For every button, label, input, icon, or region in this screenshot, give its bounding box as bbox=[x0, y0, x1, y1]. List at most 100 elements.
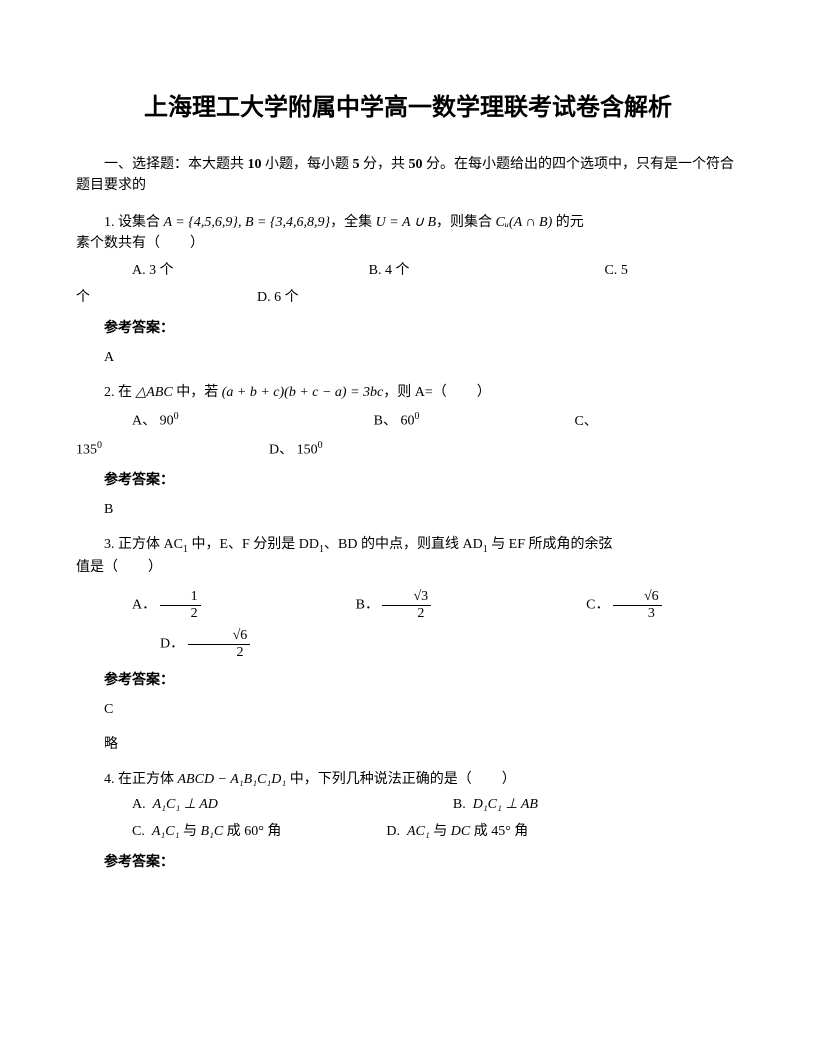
q1-optC-val: 5 bbox=[621, 263, 628, 278]
q3-optC: C． √63 bbox=[558, 590, 662, 621]
q1-optC-unit: 个 bbox=[76, 290, 90, 305]
q1-cu: Cᵤ(A ∩ B) bbox=[496, 215, 553, 230]
q1-t6: ） bbox=[190, 236, 204, 251]
q1-optC-label: C. bbox=[604, 263, 617, 278]
q1-optA-unit: 个 bbox=[156, 263, 174, 278]
question-3: 3. 正方体 AC1 中，E、F 分别是 DD1、BD 的中点，则直线 AD1 … bbox=[76, 534, 740, 755]
section-header: 一、选择题：本大题共 10 小题，每小题 5 分，共 50 分。在每小题给出的四… bbox=[76, 154, 740, 196]
q3-t3: 、BD 的中点，则直线 AD bbox=[324, 537, 483, 552]
sec-total: 50 bbox=[409, 157, 423, 172]
q2-answer-label: 参考答案： bbox=[76, 470, 740, 491]
q1-num: 1. bbox=[104, 215, 115, 230]
question-4: 4. 在正方体 ABCD − A₁B₁C₁D₁ 中，下列几种说法正确的是（） A… bbox=[76, 769, 740, 873]
q2-optB-label: B、 bbox=[374, 414, 397, 429]
q2-num: 2. bbox=[104, 385, 115, 400]
q1-u: U = A ∪ B bbox=[376, 215, 436, 230]
q3-t1: 正方体 AC bbox=[115, 537, 183, 552]
q2-answer: B bbox=[76, 499, 740, 520]
sec-prefix: 一、选择题：本大题共 bbox=[104, 157, 248, 172]
q4-optD-e1: AC₁ bbox=[407, 824, 430, 839]
q4-optC-label: C. bbox=[132, 824, 145, 839]
q2-optB-val: 60 bbox=[400, 414, 414, 429]
q4-optA-exp: A₁C₁ ⊥ AD bbox=[153, 797, 218, 812]
q2-t2: 中，若 bbox=[173, 385, 222, 400]
q4-optC-e6: 角 bbox=[264, 824, 282, 839]
q1-t3: ，则集合 bbox=[436, 215, 496, 230]
sec-mid2: 分，共 bbox=[360, 157, 409, 172]
q4-optD-e6: 角 bbox=[511, 824, 529, 839]
q3-t5: 值是（ bbox=[76, 560, 118, 575]
q4-optC-e3: B₁C bbox=[200, 824, 223, 839]
q1-sets: A = {4,5,6,9}, B = {3,4,6,8,9} bbox=[164, 215, 331, 230]
q2-tri: △ABC bbox=[136, 385, 173, 400]
q1-answer-label: 参考答案： bbox=[76, 318, 740, 339]
q1-optD-label: D. bbox=[257, 290, 271, 305]
q1-t1: 设集合 bbox=[115, 215, 164, 230]
q3-optB-den: 2 bbox=[382, 606, 431, 621]
q3-optB: B． √32 bbox=[328, 590, 432, 621]
q1-optB-unit: 个 bbox=[392, 263, 410, 278]
q3-optA: A． 12 bbox=[104, 590, 201, 621]
q1-t2: ，全集 bbox=[330, 215, 376, 230]
q2-eq: (a + b + c)(b + c − a) = 3bc bbox=[222, 385, 384, 400]
q4-optD-label: D. bbox=[386, 824, 400, 839]
q1-t4: 的元 bbox=[552, 215, 584, 230]
q4-optD-e3: DC bbox=[451, 824, 470, 839]
q1-optA-label: A. bbox=[132, 263, 146, 278]
q2-optB: B、 600 bbox=[346, 409, 420, 432]
q3-optD: D． √62 bbox=[118, 629, 250, 660]
q2-optC-val: 135 bbox=[76, 442, 97, 457]
q2-optD-val: 150 bbox=[297, 442, 318, 457]
q2-optD-label: D、 bbox=[269, 442, 293, 457]
q3-optC-label: C． bbox=[586, 598, 609, 613]
q3-optD-den: 2 bbox=[188, 645, 251, 660]
q4-optD-e4: 成 bbox=[470, 824, 491, 839]
q2-optC: C、 bbox=[546, 411, 597, 432]
q3-optB-label: B． bbox=[356, 598, 379, 613]
exam-title: 上海理工大学附属中学高一数学理联考试卷含解析 bbox=[76, 90, 740, 126]
q3-optA-den: 2 bbox=[160, 606, 201, 621]
question-1: 1. 设集合 A = {4,5,6,9}, B = {3,4,6,8,9}，全集… bbox=[76, 212, 740, 368]
q4-t3: ） bbox=[502, 772, 516, 787]
q2-optA: A、 900 bbox=[104, 409, 179, 432]
q2-optC-label: C、 bbox=[574, 414, 597, 429]
q1-optA: A. 3 个 bbox=[104, 260, 174, 281]
q3-num: 3. bbox=[104, 537, 115, 552]
q4-optD: D. AC₁ 与 DC 成 45° 角 bbox=[358, 821, 528, 842]
q4-answer-label: 参考答案： bbox=[76, 852, 740, 873]
q1-optC: C. 5 bbox=[576, 260, 627, 281]
q2-optA-label: A、 bbox=[132, 414, 156, 429]
q4-optC-e5: 60° bbox=[244, 824, 264, 839]
q3-optC-num: √6 bbox=[613, 590, 662, 606]
sec-perscore: 5 bbox=[353, 157, 360, 172]
q4-optA: A. A₁C₁ ⊥ AD bbox=[104, 794, 218, 815]
q1-t5: 素个数共有（ bbox=[76, 236, 160, 251]
q1-answer: A bbox=[76, 347, 740, 368]
q4-optD-e5: 45° bbox=[491, 824, 511, 839]
q3-optB-num: √3 bbox=[382, 590, 431, 606]
q4-t1: 在正方体 bbox=[115, 772, 178, 787]
q3-answer: C bbox=[76, 699, 740, 720]
q2-t3: ，则 A=（ bbox=[383, 385, 447, 400]
q3-t2: 中，E、F 分别是 DD bbox=[188, 537, 319, 552]
sec-mid1: 小题，每小题 bbox=[262, 157, 353, 172]
q3-answer-label: 参考答案： bbox=[76, 670, 740, 691]
question-2: 2. 在 △ABC 中，若 (a + b + c)(b + c − a) = 3… bbox=[76, 382, 740, 520]
q2-t1: 在 bbox=[115, 385, 136, 400]
q4-optD-e2: 与 bbox=[430, 824, 451, 839]
q3-optD-num: √6 bbox=[188, 629, 251, 645]
q4-cube: ABCD − A₁B₁C₁D₁ bbox=[178, 772, 287, 787]
q4-optB-label: B. bbox=[453, 797, 466, 812]
q1-optD: D. 6 个 bbox=[257, 287, 299, 308]
q1-optD-unit: 个 bbox=[281, 290, 299, 305]
q3-optC-den: 3 bbox=[613, 606, 662, 621]
q4-optC: C. A₁C₁ 与 B₁C 成 60° 角 bbox=[104, 821, 281, 842]
q4-num: 4. bbox=[104, 772, 115, 787]
q2-t4: ） bbox=[477, 385, 491, 400]
q3-t6: ） bbox=[148, 560, 162, 575]
q2-optD: D、 1500 bbox=[269, 438, 323, 461]
q4-optB-exp: D₁C₁ ⊥ AB bbox=[473, 797, 538, 812]
q3-optA-num: 1 bbox=[160, 590, 201, 606]
sec-count: 10 bbox=[248, 157, 262, 172]
q1-optB: B. 4 个 bbox=[341, 260, 410, 281]
